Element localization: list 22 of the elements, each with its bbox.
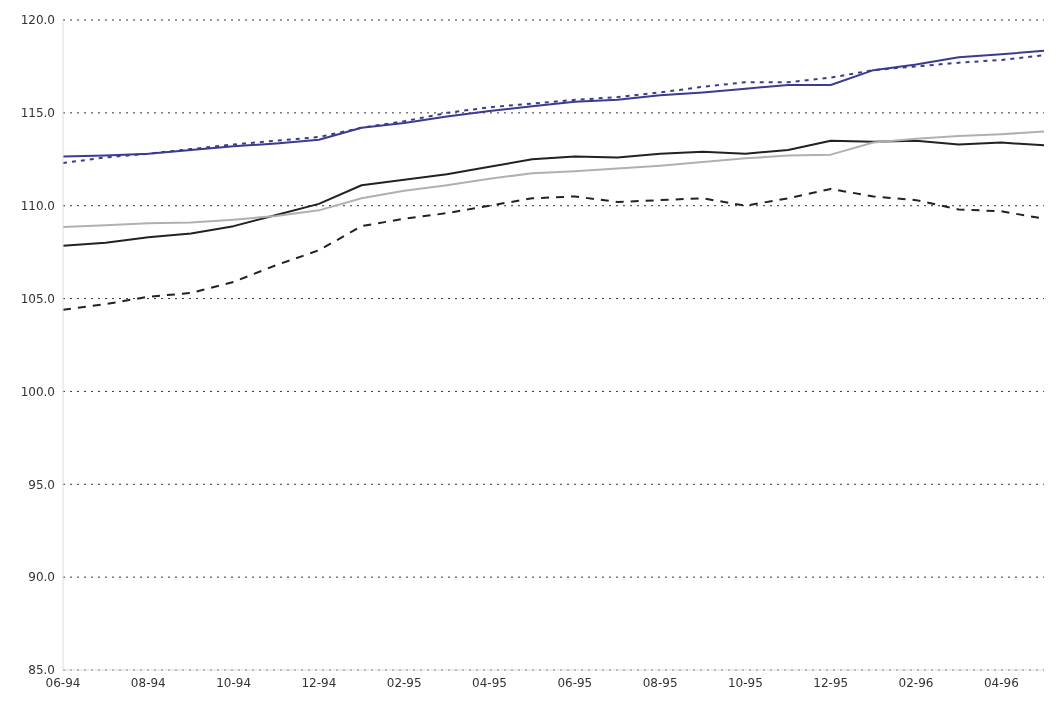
x-tick-label: 12-95 <box>813 675 849 690</box>
line-series <box>62 139 1045 247</box>
x-tick-label: 12-94 <box>301 675 337 690</box>
y-tick-label: 85.0 <box>28 663 55 678</box>
x-tick-label: 10-94 <box>216 675 252 690</box>
x-tick-label: 06-95 <box>557 675 593 690</box>
y-tick-label: 120.0 <box>20 13 55 28</box>
x-tick-label: 06-94 <box>45 675 81 690</box>
x-tick-label: 08-95 <box>642 675 678 690</box>
line-series <box>62 130 1045 229</box>
x-tick-label: 02-95 <box>386 675 422 690</box>
y-tick-label: 95.0 <box>28 477 55 492</box>
x-tick-label: 08-94 <box>130 675 166 690</box>
y-tick-label: 105.0 <box>20 291 55 306</box>
x-tick-label: 10-95 <box>728 675 763 690</box>
x-tick-label: 02-96 <box>898 675 934 690</box>
y-tick-label: 110.0 <box>20 198 55 213</box>
x-tick-label: 04-96 <box>983 675 1019 690</box>
y-tick-label: 115.0 <box>20 106 55 121</box>
x-tick-label: 04-95 <box>472 675 507 690</box>
y-tick-label: 100.0 <box>20 384 55 399</box>
y-tick-label: 90.0 <box>28 570 55 585</box>
